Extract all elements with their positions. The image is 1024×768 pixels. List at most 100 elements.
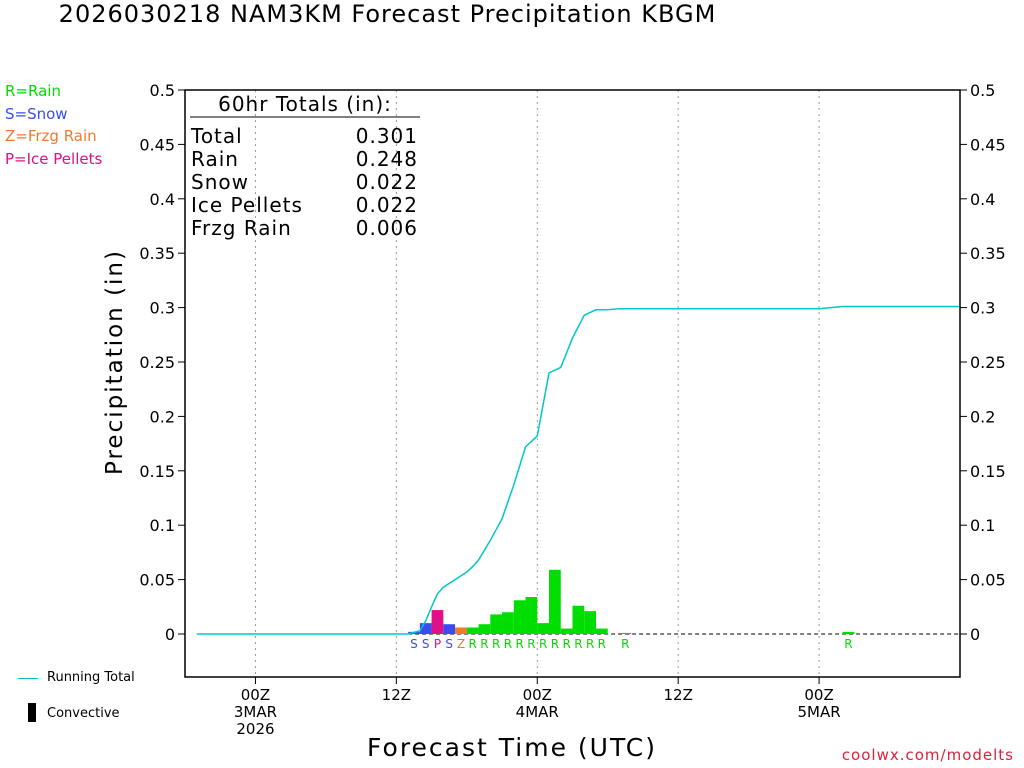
bar-5: [466, 627, 479, 634]
bar-13: [560, 628, 573, 634]
type-marker-11: R: [539, 637, 547, 651]
type-marker-7: R: [492, 637, 500, 651]
y-tick-label-right-10: 0.5: [970, 81, 995, 100]
convective-label: Convective: [47, 706, 120, 721]
type-marker-4: Z: [457, 637, 465, 651]
totals-label-3: Ice Pellets: [191, 193, 303, 217]
y-tick-label-left-0: 0: [165, 625, 175, 644]
totals-value-4: 0.006: [356, 216, 418, 240]
convective-swatch: [28, 703, 36, 722]
bar-3: [443, 624, 456, 634]
x-tick-label-0-2: 2026: [236, 720, 274, 738]
legend-rain: R=Rain: [5, 82, 61, 100]
totals-value-1: 0.248: [356, 147, 418, 171]
credit-text[interactable]: coolwx.com/modelts: [841, 746, 1014, 764]
bar-18: [842, 631, 855, 634]
y-tick-label-right-5: 0.25: [970, 353, 1006, 372]
bar-7: [490, 614, 503, 634]
bar-9: [513, 600, 526, 634]
totals-label-2: Snow: [191, 170, 249, 194]
y-tick-label-right-6: 0.3: [970, 299, 995, 318]
y-tick-label-right-7: 0.35: [970, 244, 1006, 263]
totals-header: 60hr Totals (in):: [218, 92, 392, 116]
type-marker-0: S: [410, 637, 418, 651]
type-marker-10: R: [527, 637, 535, 651]
totals-box: 60hr Totals (in): Total 0.301 Rain 0.248 Snow…: [190, 92, 420, 240]
legend-snow: S=Snow: [5, 105, 68, 123]
x-tick-label-2-0: 00Z: [523, 686, 552, 704]
legend-frzg-rain: Z=Frzg Rain: [5, 127, 97, 145]
x-tick-label-0-0: 00Z: [241, 686, 270, 704]
y-tick-label-left-5: 0.25: [139, 353, 175, 372]
type-marker-1: S: [422, 637, 430, 651]
x-tick-label-3-0: 12Z: [663, 686, 692, 704]
type-marker-8: R: [504, 637, 512, 651]
type-marker-12: R: [551, 637, 559, 651]
type-marker-2: P: [434, 637, 441, 651]
type-marker-3: S: [445, 637, 453, 651]
bar-8: [502, 612, 514, 634]
y-ticks: 0 0 0.05 0.05 0.1 0.1 0.15 0.15 0.2 0.2 0.25 0.25 0.…: [139, 81, 1005, 644]
running-total-series: [196, 305, 960, 635]
bar-17: [619, 632, 632, 634]
type-marker-15: R: [586, 637, 594, 651]
y-tick-label-right-0: 0: [970, 625, 980, 644]
totals-label-0: Total: [190, 124, 243, 148]
x-tick-label-4-0: 00Z: [804, 686, 833, 704]
plot-border: [184, 89, 961, 678]
totals-value-3: 0.022: [356, 193, 418, 217]
legend-ice-pellets: P=Ice Pellets: [5, 150, 103, 168]
y-tick-label-right-2: 0.1: [970, 516, 995, 535]
bar-14: [572, 605, 585, 634]
type-marker-9: R: [515, 637, 523, 651]
y-tick-label-left-7: 0.35: [139, 244, 175, 263]
x-tick-label-1-0: 12Z: [382, 686, 411, 704]
bar-12: [549, 569, 561, 634]
y-tick-label-left-6: 0.3: [150, 299, 175, 318]
x-tick-label-2-1: 4MAR: [516, 703, 559, 721]
y-tick-label-left-1: 0.05: [139, 571, 175, 590]
y-tick-label-left-4: 0.2: [150, 407, 175, 426]
running-total-label: Running Total: [47, 670, 135, 685]
y-tick-label-left-10: 0.5: [150, 81, 175, 100]
type-marker-16: R: [598, 637, 606, 651]
bar-10: [525, 597, 538, 634]
x-tick-label-4-1: 5MAR: [798, 703, 841, 721]
bar-2: [431, 610, 444, 634]
running-total-swatch: [18, 678, 38, 679]
type-marker-18: R: [844, 637, 852, 651]
bar-4: [455, 627, 467, 634]
chart-title: 2026030218 NAM3KM Forecast Precipitation…: [58, 0, 717, 28]
grid-lines: [254, 90, 820, 677]
y-tick-label-right-4: 0.2: [970, 407, 995, 426]
y-tick-label-left-3: 0.15: [139, 462, 175, 481]
x-axis-label: Forecast Time (UTC): [367, 733, 657, 762]
totals-label-1: Rain: [191, 147, 239, 171]
bar-16: [595, 628, 608, 634]
y-tick-label-right-3: 0.15: [970, 462, 1006, 481]
y-tick-label-left-8: 0.4: [150, 190, 175, 209]
type-marker-14: R: [574, 637, 582, 651]
type-marker-13: R: [562, 637, 570, 651]
type-marker-17: R: [621, 637, 629, 651]
y-tick-label-right-1: 0.05: [970, 571, 1006, 590]
running-total-line: [196, 305, 960, 635]
y-tick-label-left-9: 0.45: [139, 135, 175, 154]
y-tick-label-right-9: 0.45: [970, 135, 1006, 154]
totals-value-2: 0.022: [356, 170, 418, 194]
y-tick-label-right-8: 0.4: [970, 190, 995, 209]
bar-1: [419, 623, 432, 634]
x-tick-label-0-1: 3MAR: [234, 703, 277, 721]
y-tick-label-left-2: 0.1: [150, 516, 175, 535]
type-marker-6: R: [480, 637, 488, 651]
bars: [408, 569, 855, 634]
bar-11: [537, 623, 550, 634]
bar-15: [584, 611, 596, 634]
type-marker-5: R: [469, 637, 477, 651]
plot-frame: [184, 89, 961, 678]
totals-label-4: Frzg Rain: [191, 216, 292, 240]
totals-value-0: 0.301: [356, 124, 418, 148]
